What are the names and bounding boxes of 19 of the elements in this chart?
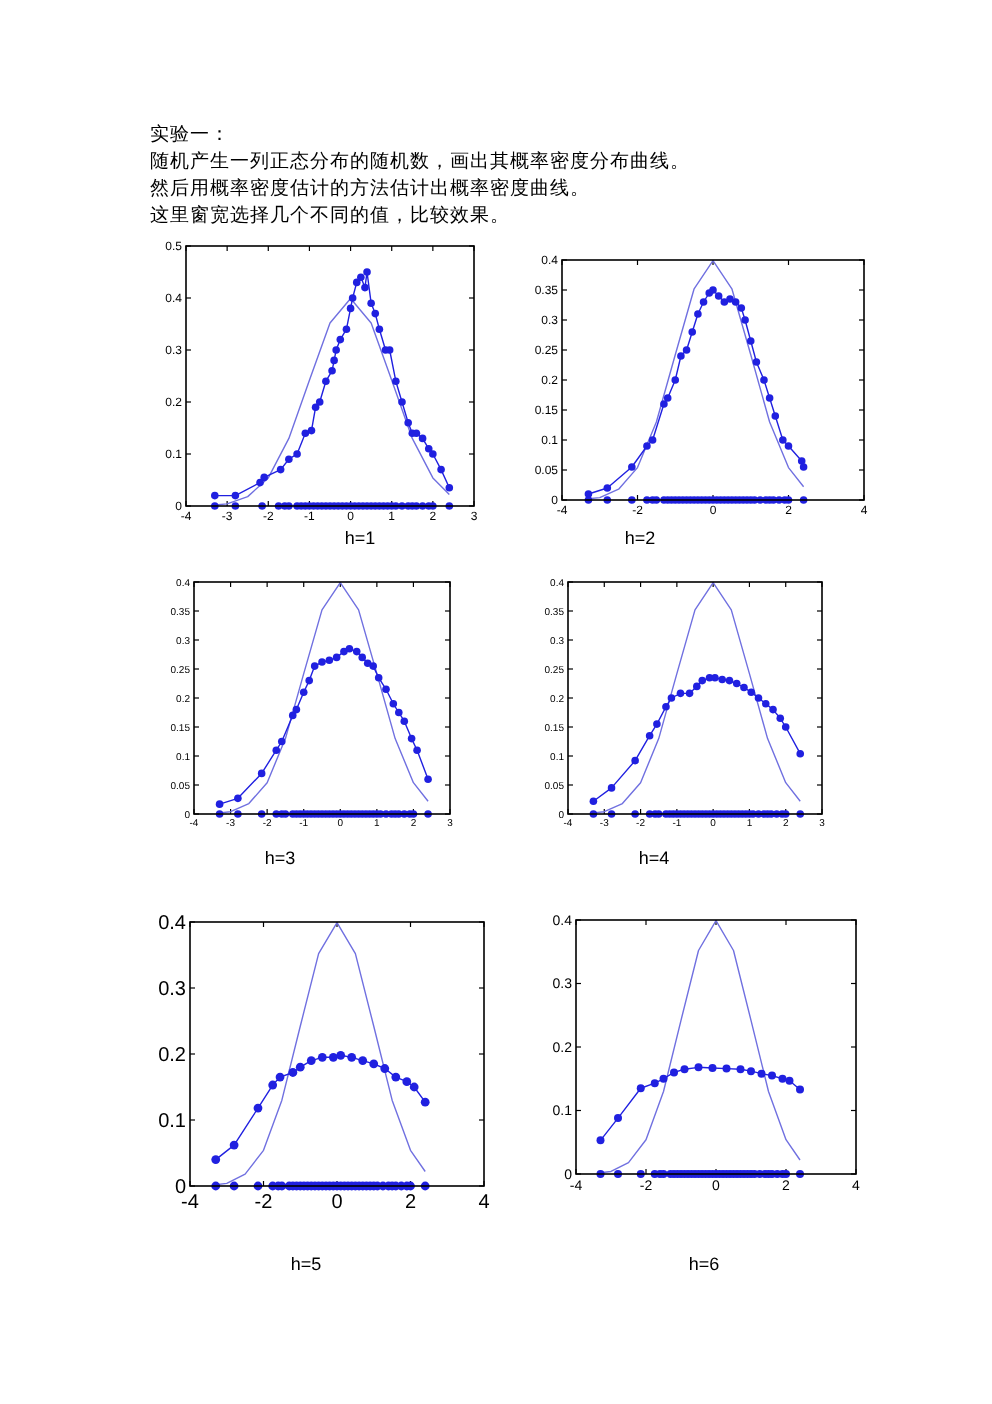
- y-tick-label: 0.3: [158, 979, 187, 1001]
- x-axis-title: h=1: [344, 528, 376, 548]
- x-axis-title: h=6: [688, 1254, 720, 1274]
- text: 这里窗宽选择几个不同的值，比较效果。: [150, 203, 510, 227]
- x-axis-title: h=4: [638, 848, 670, 868]
- x-axis-title: h=3: [264, 848, 296, 868]
- x-axis-title: h=2: [624, 528, 656, 548]
- text: 实验一：: [150, 122, 230, 146]
- y-tick-label: 0.4: [158, 913, 187, 935]
- y-tick-label: 0.2: [158, 1045, 187, 1067]
- text: 随机产生一列正态分布的随机数，画出其概率密度分布曲线。: [150, 149, 690, 173]
- x-tick-label: -2: [254, 1192, 274, 1214]
- text: 然后用概率密度估计的方法估计出概率密度曲线。: [150, 176, 590, 200]
- x-tick-label: 4: [478, 1192, 491, 1214]
- y-tick-label: 0.1: [158, 1111, 187, 1133]
- x-axis-title: h=5: [290, 1254, 322, 1274]
- x-tick-label: 0: [331, 1192, 344, 1214]
- x-tick-label: 2: [404, 1192, 417, 1214]
- x-tick-label: -4: [181, 1192, 200, 1214]
